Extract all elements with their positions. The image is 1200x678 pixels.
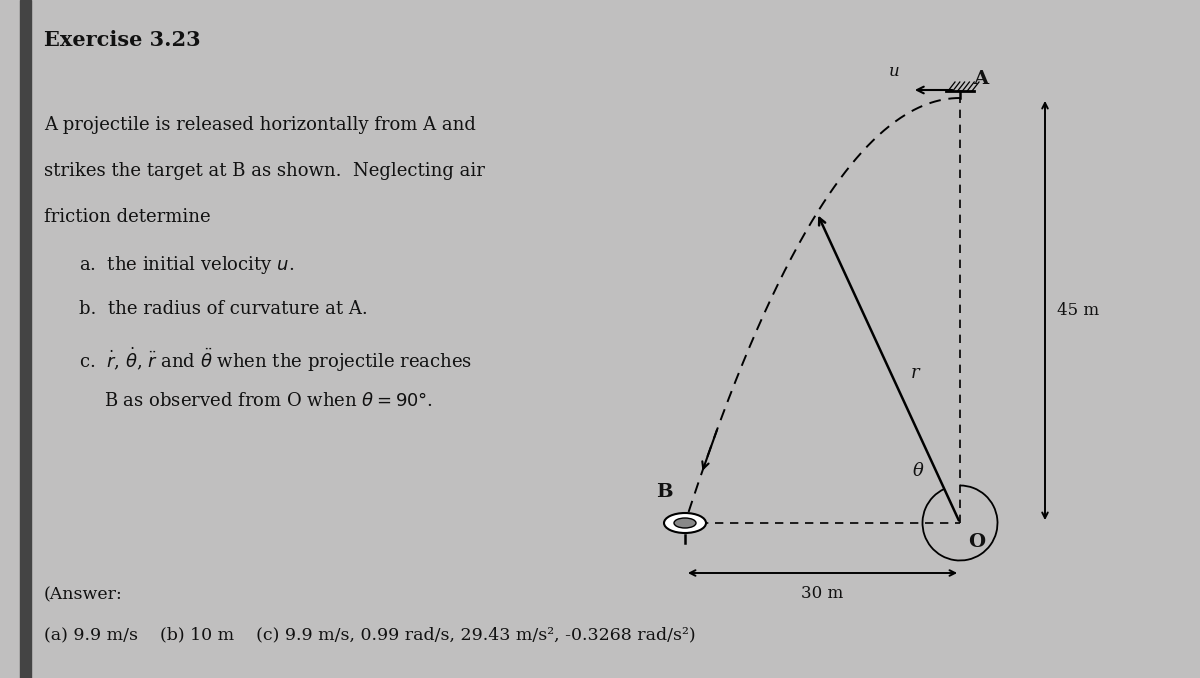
Text: θ: θ bbox=[912, 462, 924, 480]
Text: (Answer:: (Answer: bbox=[44, 586, 122, 603]
Text: B: B bbox=[656, 483, 673, 501]
Text: 45 m: 45 m bbox=[1057, 302, 1099, 319]
Text: r: r bbox=[911, 364, 919, 382]
Text: A: A bbox=[973, 70, 988, 88]
Text: (a) 9.9 m/s    (b) 10 m    (c) 9.9 m/s, 0.99 rad/s, 29.43 m/s², -0.3268 rad/s²): (a) 9.9 m/s (b) 10 m (c) 9.9 m/s, 0.99 r… bbox=[44, 626, 696, 643]
Text: a.  the initial velocity $u$.: a. the initial velocity $u$. bbox=[79, 254, 294, 276]
Text: B as observed from O when $\theta = 90°$.: B as observed from O when $\theta = 90°$… bbox=[104, 392, 433, 410]
Text: A projectile is released horizontally from A and: A projectile is released horizontally fr… bbox=[44, 116, 476, 134]
Bar bbox=[20, 0, 31, 678]
Ellipse shape bbox=[664, 513, 706, 533]
Text: friction determine: friction determine bbox=[44, 208, 211, 226]
Text: c.  $\dot{r}$, $\dot{\theta}$, $\ddot{r}$ and $\ddot{\theta}$ when the projectil: c. $\dot{r}$, $\dot{\theta}$, $\ddot{r}$… bbox=[79, 346, 472, 374]
Text: O: O bbox=[968, 533, 985, 551]
Text: 30 m: 30 m bbox=[802, 585, 844, 602]
Text: u: u bbox=[889, 63, 900, 80]
Text: Exercise 3.23: Exercise 3.23 bbox=[44, 30, 200, 50]
Ellipse shape bbox=[674, 518, 696, 528]
Text: b.  the radius of curvature at A.: b. the radius of curvature at A. bbox=[79, 300, 367, 318]
Text: strikes the target at B as shown.  Neglecting air: strikes the target at B as shown. Neglec… bbox=[44, 162, 485, 180]
